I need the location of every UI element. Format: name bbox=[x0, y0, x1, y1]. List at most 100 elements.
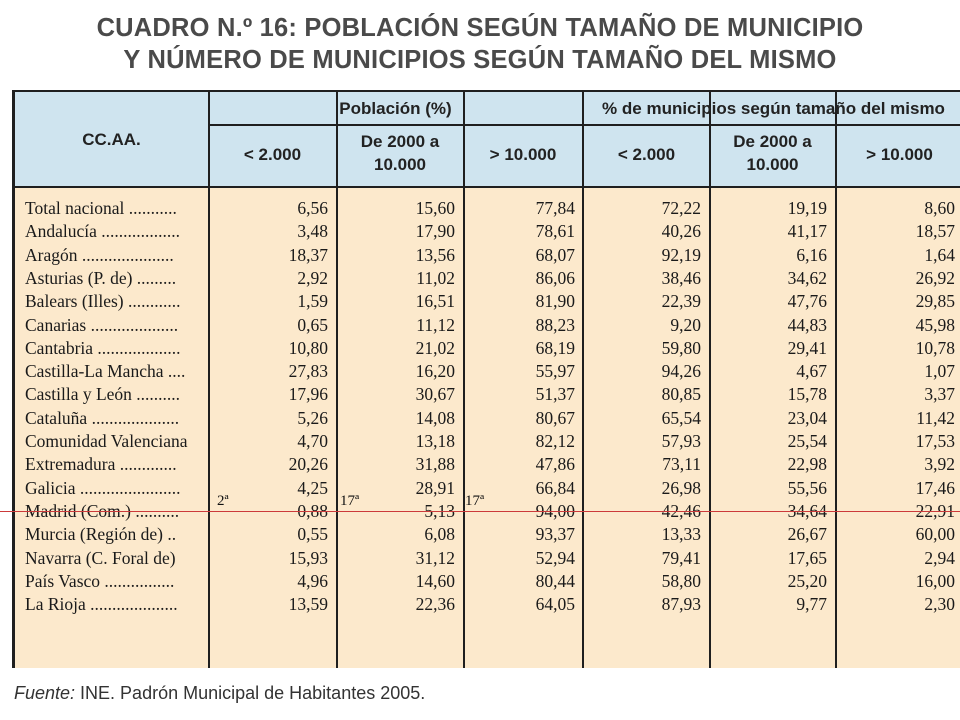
table-cell: 16,20 bbox=[415, 361, 455, 382]
table-cell: 4,70 bbox=[297, 431, 328, 451]
table-cell: 79,41 bbox=[661, 547, 701, 568]
table-cell: 18,37 bbox=[288, 244, 328, 265]
table-cell: 13,18 bbox=[415, 431, 455, 451]
table-cell: 3,92 bbox=[924, 454, 955, 475]
table-cell: 30,67 bbox=[415, 384, 455, 405]
table-cell: 40,26 bbox=[661, 221, 701, 242]
table-cell: 2,92 bbox=[297, 267, 328, 288]
table-cell: 51,37 bbox=[535, 384, 575, 405]
table-cell: 26,92 bbox=[915, 267, 955, 288]
source-text: INE. Padrón Municipal de Habitantes 2005… bbox=[75, 683, 426, 703]
table-cell: 29,41 bbox=[787, 337, 827, 358]
row-label: Comunidad Valenciana bbox=[25, 431, 188, 451]
table-cell: 87,93 bbox=[661, 594, 701, 615]
table-cell: 88,23 bbox=[535, 314, 575, 335]
table-cell: 82,12 bbox=[535, 431, 575, 451]
table-cell: 47,76 bbox=[787, 291, 827, 312]
table-cell: 14,60 bbox=[415, 570, 455, 591]
row-label: Cataluña .................... bbox=[25, 407, 180, 428]
table-cell: 5,13 bbox=[424, 500, 455, 521]
table-cell: 20,26 bbox=[288, 454, 328, 475]
table-cell: 17,90 bbox=[415, 221, 455, 242]
table-cell: 77,84 bbox=[535, 198, 575, 218]
table-cell: 13,59 bbox=[288, 594, 328, 615]
table-cell: 41,17 bbox=[787, 221, 827, 242]
data-table: CC.AA. Población (%) % de municipios seg… bbox=[12, 90, 960, 668]
table-cell: 2,94 bbox=[924, 547, 955, 568]
table-cell: 15,60 bbox=[415, 198, 455, 218]
table-cell: 1,64 bbox=[924, 244, 955, 265]
table-cell: 6,08 bbox=[424, 524, 455, 545]
header-municipalities: % de municipios según tamaño del mismo bbox=[602, 99, 945, 118]
table-cell: 17,46 bbox=[915, 477, 955, 498]
table-cell: 86,06 bbox=[535, 267, 575, 288]
table-cell: 17,96 bbox=[288, 384, 328, 405]
annotation-rank: 17ª bbox=[340, 493, 360, 509]
header-region: CC.AA. bbox=[82, 130, 141, 149]
row-label: Extremadura ............. bbox=[25, 454, 177, 475]
table-cell: 15,93 bbox=[288, 547, 328, 568]
table-cell: 81,90 bbox=[535, 291, 575, 312]
annotation-rank: 17ª bbox=[465, 493, 485, 509]
header-sub: De 2000 a 10.000 bbox=[733, 132, 812, 174]
table-cell: 25,20 bbox=[787, 570, 827, 591]
header-sub: > 10.000 bbox=[866, 145, 933, 164]
row-label: País Vasco ................ bbox=[25, 570, 175, 591]
source-label: Fuente: bbox=[14, 683, 76, 703]
table-cell: 58,80 bbox=[661, 570, 701, 591]
table-cell: 52,94 bbox=[535, 547, 575, 568]
table-cell: 55,97 bbox=[535, 361, 575, 382]
table-cell: 0,65 bbox=[297, 314, 328, 335]
table-cell: 38,46 bbox=[661, 267, 701, 288]
table-cell: 34,64 bbox=[787, 500, 827, 521]
col-divider bbox=[208, 92, 210, 668]
table-cell: 47,86 bbox=[535, 454, 575, 475]
table-cell: 10,80 bbox=[288, 337, 328, 358]
table-cell: 18,57 bbox=[915, 221, 955, 242]
table-cell: 23,04 bbox=[787, 407, 827, 428]
table-cell: 68,19 bbox=[535, 337, 575, 358]
table-cell: 80,44 bbox=[535, 570, 575, 591]
table-cell: 73,11 bbox=[662, 454, 701, 475]
table-cell: 66,84 bbox=[535, 477, 575, 498]
row-label: Cantabria ................... bbox=[25, 337, 181, 358]
table-cell: 57,93 bbox=[661, 431, 701, 451]
row-label: Castilla y León .......... bbox=[25, 384, 181, 405]
table-cell: 3,48 bbox=[297, 221, 328, 242]
table-cell: 31,12 bbox=[415, 547, 455, 568]
row-label: Balears (Illes) ............ bbox=[25, 291, 181, 312]
table-cell: 34,62 bbox=[787, 267, 827, 288]
row-label: Murcia (Región de) .. bbox=[25, 524, 177, 545]
table-cell: 28,91 bbox=[415, 477, 455, 498]
table-cell: 19,19 bbox=[787, 198, 827, 218]
table-cell: 0,88 bbox=[297, 500, 328, 521]
table-cell: 9,20 bbox=[670, 314, 701, 335]
table-cell: 2,30 bbox=[924, 594, 955, 615]
table-cell: 6,16 bbox=[796, 244, 827, 265]
table-cell: 31,88 bbox=[415, 454, 455, 475]
page-title: CUADRO N.º 16: POBLACIÓN SEGÚN TAMAÑO DE… bbox=[0, 12, 960, 76]
table-cell: 93,37 bbox=[535, 524, 575, 545]
table-cell: 25,54 bbox=[787, 431, 827, 451]
row-label: Navarra (C. Foral de) bbox=[25, 547, 176, 568]
source-note: Fuente: INE. Padrón Municipal de Habitan… bbox=[14, 683, 425, 704]
table-cell: 22,39 bbox=[661, 291, 701, 312]
title-line-1: CUADRO N.º 16: POBLACIÓN SEGÚN TAMAÑO DE… bbox=[96, 14, 864, 42]
table-cell: 8,60 bbox=[924, 198, 955, 218]
table-cell: 11,02 bbox=[416, 267, 455, 288]
col-divider bbox=[835, 92, 837, 668]
table-cell: 72,22 bbox=[661, 198, 701, 218]
table-cell: 59,80 bbox=[661, 337, 701, 358]
header-sub: > 10.000 bbox=[489, 145, 557, 164]
title-line-2: Y NÚMERO DE MUNICIPIOS SEGÚN TAMAÑO DEL … bbox=[123, 46, 837, 74]
table-cell: 10,78 bbox=[915, 337, 955, 358]
table-cell: 1,59 bbox=[297, 291, 328, 312]
table-cell: 65,54 bbox=[661, 407, 701, 428]
table-cell: 16,51 bbox=[415, 291, 455, 312]
table-cell: 45,98 bbox=[915, 314, 955, 335]
row-label: Total nacional ........... bbox=[25, 198, 177, 218]
table-cell: 11,42 bbox=[916, 407, 955, 428]
table-cell: 60,00 bbox=[915, 524, 955, 545]
table-cell: 17,53 bbox=[915, 431, 955, 451]
table-cell: 5,26 bbox=[297, 407, 328, 428]
